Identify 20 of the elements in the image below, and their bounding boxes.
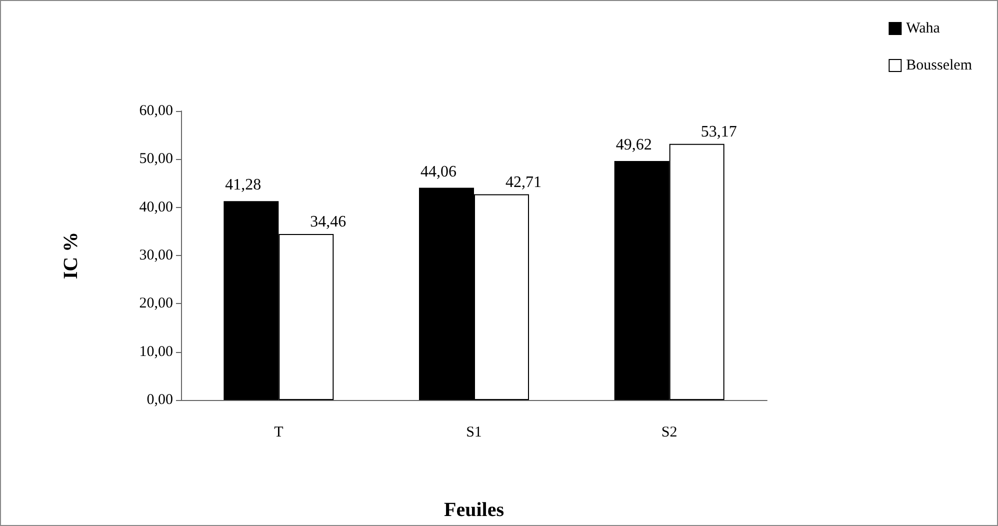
x-tick-label: T xyxy=(274,424,284,440)
data-label: 41,28 xyxy=(225,176,262,194)
x-axis-title: Feuiles xyxy=(444,499,504,521)
y-tick-label: 0,00 xyxy=(146,392,173,408)
data-label: 49,62 xyxy=(616,136,652,154)
data-label: 34,46 xyxy=(310,214,346,231)
x-tick-label: S1 xyxy=(466,424,482,440)
data-label: 53,17 xyxy=(700,123,737,140)
y-tick-label: 20,00 xyxy=(139,296,173,312)
y-tick-label: 30,00 xyxy=(139,248,173,264)
data-label: 44,06 xyxy=(420,163,456,180)
legend-label: Bousselem xyxy=(906,58,972,74)
y-tick-label: 50,00 xyxy=(139,151,173,168)
y-axis-title: IC % xyxy=(60,232,82,280)
y-tick-label: 10,00 xyxy=(139,344,173,360)
y-tick-label: 60,00 xyxy=(139,103,173,119)
y-tick-label: 40,00 xyxy=(139,199,173,216)
data-label: 42,71 xyxy=(506,174,542,191)
x-tick-label: S2 xyxy=(661,424,678,440)
legend-label: Waha xyxy=(906,20,940,36)
